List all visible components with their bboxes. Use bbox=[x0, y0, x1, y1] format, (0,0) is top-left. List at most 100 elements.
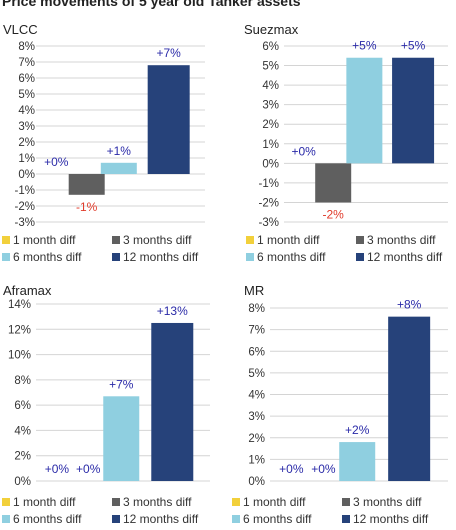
data-label: +2% bbox=[345, 423, 370, 437]
y-tick-label: 1% bbox=[262, 139, 279, 151]
legend-label: 12 months diff bbox=[367, 250, 443, 264]
legend-swatch bbox=[112, 515, 120, 523]
y-tick-label: 5% bbox=[18, 89, 35, 101]
data-label: -1% bbox=[76, 200, 98, 214]
legend-swatch bbox=[232, 515, 240, 523]
bar-3-months-diff bbox=[315, 163, 352, 203]
bar-6-months-diff bbox=[346, 57, 383, 164]
y-tick-label: 4% bbox=[14, 425, 31, 437]
y-tick-label: 14% bbox=[8, 299, 31, 311]
bar-12-months-diff bbox=[392, 57, 435, 164]
data-label: -2% bbox=[323, 207, 345, 221]
y-tick-label: 6% bbox=[262, 41, 279, 53]
legend-label: 1 month diff bbox=[13, 495, 76, 509]
y-tick-label: 10% bbox=[8, 350, 31, 362]
y-tick-label: 6% bbox=[248, 346, 265, 358]
y-tick-label: 4% bbox=[248, 390, 265, 402]
legend-label: 6 months diff bbox=[243, 512, 312, 526]
data-label: +0% bbox=[44, 155, 69, 169]
y-tick-label: 2% bbox=[262, 119, 279, 131]
y-tick-label: 2% bbox=[14, 451, 31, 463]
y-tick-label: 5% bbox=[262, 61, 279, 73]
legend-label: 3 months diff bbox=[353, 495, 422, 509]
bar-12-months-diff bbox=[151, 322, 194, 481]
data-label: +0% bbox=[279, 462, 304, 476]
y-tick-label: 1% bbox=[248, 454, 265, 466]
bar-6-months-diff bbox=[100, 162, 137, 174]
data-label: +13% bbox=[157, 304, 188, 318]
y-tick-label: 1% bbox=[18, 153, 35, 165]
legend-swatch bbox=[2, 498, 10, 506]
legend-swatch bbox=[2, 253, 10, 261]
legend-swatch bbox=[112, 236, 120, 244]
y-tick-label: 3% bbox=[262, 100, 279, 112]
y-tick-label: 7% bbox=[248, 325, 265, 337]
data-label: +5% bbox=[352, 39, 377, 53]
legend-swatch bbox=[356, 253, 364, 261]
data-label: +0% bbox=[292, 144, 317, 158]
y-tick-label: 0% bbox=[248, 476, 265, 488]
chart-title: VLCC bbox=[3, 22, 38, 37]
y-tick-label: -1% bbox=[259, 178, 279, 190]
y-tick-label: 6% bbox=[14, 400, 31, 412]
legend-swatch bbox=[112, 498, 120, 506]
legend-swatch bbox=[232, 498, 240, 506]
legend-swatch bbox=[356, 236, 364, 244]
y-tick-label: 0% bbox=[18, 169, 35, 181]
main-title: Price movements of 5 year old Tanker ass… bbox=[2, 0, 301, 9]
y-tick-label: -2% bbox=[259, 197, 279, 209]
legend-swatch bbox=[246, 236, 254, 244]
legend-label: 1 month diff bbox=[257, 233, 320, 247]
legend-swatch bbox=[342, 515, 350, 523]
legend-label: 3 months diff bbox=[367, 233, 436, 247]
data-label: +0% bbox=[45, 462, 70, 476]
legend-swatch bbox=[2, 515, 10, 523]
legend-label: 6 months diff bbox=[257, 250, 326, 264]
legend-swatch bbox=[112, 253, 120, 261]
bar-6-months-diff bbox=[103, 396, 140, 481]
legend-label: 6 months diff bbox=[13, 250, 82, 264]
y-tick-label: 3% bbox=[18, 121, 35, 133]
bar-6-months-diff bbox=[339, 442, 376, 481]
y-tick-label: -3% bbox=[259, 217, 279, 229]
bar-3-months-diff bbox=[68, 174, 105, 195]
data-label: +5% bbox=[401, 39, 426, 53]
legend-label: 3 months diff bbox=[123, 233, 192, 247]
data-label: +0% bbox=[311, 462, 336, 476]
data-label: +0% bbox=[76, 462, 101, 476]
y-tick-label: 8% bbox=[14, 375, 31, 387]
y-tick-label: -1% bbox=[15, 185, 35, 197]
legend-label: 1 month diff bbox=[243, 495, 306, 509]
y-tick-label: 7% bbox=[18, 57, 35, 69]
y-tick-label: 4% bbox=[262, 80, 279, 92]
chart-title: MR bbox=[244, 283, 264, 298]
y-tick-label: 2% bbox=[18, 137, 35, 149]
legend-label: 1 month diff bbox=[13, 233, 76, 247]
data-label: +7% bbox=[157, 46, 182, 60]
legend-label: 12 months diff bbox=[353, 512, 429, 526]
y-tick-label: -2% bbox=[15, 201, 35, 213]
chart-title: Suezmax bbox=[244, 22, 299, 37]
legend-swatch bbox=[342, 498, 350, 506]
y-tick-label: 0% bbox=[14, 476, 31, 488]
legend-label: 12 months diff bbox=[123, 512, 199, 526]
data-label: +8% bbox=[397, 298, 422, 312]
legend-swatch bbox=[246, 253, 254, 261]
y-tick-label: 6% bbox=[18, 73, 35, 85]
y-tick-label: 2% bbox=[248, 433, 265, 445]
data-label: +1% bbox=[107, 144, 132, 158]
legend-label: 6 months diff bbox=[13, 512, 82, 526]
y-tick-label: -3% bbox=[15, 217, 35, 229]
y-tick-label: 8% bbox=[248, 303, 265, 315]
data-label: +7% bbox=[109, 377, 134, 391]
y-tick-label: 0% bbox=[262, 158, 279, 170]
y-tick-label: 3% bbox=[248, 411, 265, 423]
legend-label: 12 months diff bbox=[123, 250, 199, 264]
y-tick-label: 4% bbox=[18, 105, 35, 117]
chart-title: Aframax bbox=[3, 283, 52, 298]
legend-swatch bbox=[2, 236, 10, 244]
y-tick-label: 12% bbox=[8, 324, 31, 336]
bar-12-months-diff bbox=[388, 316, 431, 481]
legend-label: 3 months diff bbox=[123, 495, 192, 509]
